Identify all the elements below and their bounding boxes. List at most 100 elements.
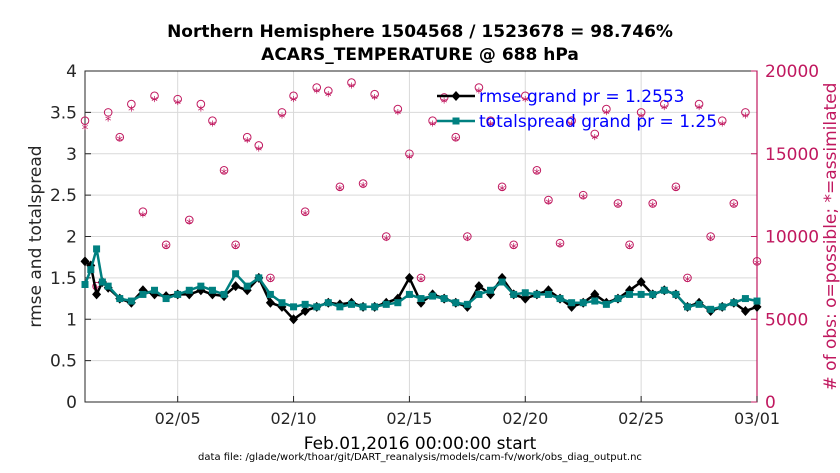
obs-possible-marker	[347, 78, 356, 87]
obs-assimilated-marker: *	[684, 275, 691, 290]
obs-possible-marker	[683, 273, 692, 283]
totalspread-marker	[533, 290, 541, 298]
totalspread-marker	[174, 290, 182, 298]
totalspread-marker	[336, 303, 344, 311]
obs-possible-marker	[428, 116, 437, 125]
totalspread-marker	[301, 300, 309, 308]
obs-possible-marker	[289, 91, 298, 101]
obs-possible-marker	[335, 182, 345, 192]
totalspread-marker	[695, 300, 703, 308]
totalspread-marker	[185, 286, 193, 294]
x-tick-label-3: 02/20	[502, 409, 548, 428]
obs-assimilated-marker: *	[626, 242, 633, 257]
obs-possible-marker	[648, 199, 658, 208]
obs-possible-marker	[474, 83, 484, 92]
obs-possible-marker	[358, 179, 368, 188]
totalspread-marker	[208, 286, 216, 294]
totalspread-marker	[347, 300, 355, 308]
obs-possible-marker	[115, 132, 125, 142]
obs-possible-marker	[393, 104, 403, 114]
obs-possible-marker	[497, 182, 507, 192]
totalspread-marker	[521, 289, 529, 297]
obs-possible-marker	[520, 91, 530, 101]
obs-possible-marker	[636, 108, 646, 117]
x-tick-label-1: 02/10	[270, 409, 316, 428]
obs-assimilated-marker: *	[360, 181, 367, 196]
obs-possible-marker	[103, 108, 113, 117]
obs-possible-marker	[532, 166, 542, 175]
obs-assimilated-marker: *	[395, 108, 402, 123]
totalspread-marker	[255, 274, 263, 282]
rmse-marker	[92, 289, 102, 300]
obs-possible-marker	[370, 89, 379, 99]
obs-assimilated-marker: *	[731, 201, 738, 216]
obs-possible-marker	[381, 232, 391, 241]
obs-possible-marker	[463, 232, 472, 241]
obs-assimilated-marker: *	[441, 96, 448, 111]
y2-axis-label: # of obs: o=possible; *=assimilated	[821, 83, 840, 391]
obs-possible-marker	[219, 166, 229, 175]
y2-tick-label-2: 10000	[765, 228, 819, 248]
totalspread-marker	[290, 303, 298, 311]
x-tick-label-0: 02/05	[155, 409, 201, 428]
legend-totalspread-swatch-marker	[452, 117, 460, 125]
totalspread-marker	[116, 295, 124, 303]
totalspread-marker	[741, 295, 749, 303]
totalspread-marker	[730, 299, 738, 307]
totalspread-marker	[637, 290, 645, 298]
obs-assimilated-marker: *	[673, 184, 680, 199]
obs-assimilated-marker: *	[418, 275, 425, 290]
totalspread-marker	[614, 295, 622, 303]
totalspread-marker	[753, 297, 761, 305]
obs-possible-marker	[729, 199, 739, 208]
rmse-marker	[740, 305, 750, 316]
obs-possible-marker	[660, 99, 669, 109]
totalspread-marker	[104, 282, 112, 290]
obs-assimilated-marker: *	[337, 184, 344, 199]
obs-assimilated-marker: *	[453, 135, 460, 150]
obs-possible-marker	[184, 215, 194, 225]
totalspread-marker	[429, 292, 437, 300]
obs-assimilated-marker: *	[568, 120, 575, 135]
y-tick-label-3: 1.5	[50, 269, 77, 289]
obs-assimilated-marker: *	[128, 105, 135, 120]
obs-possible-marker	[694, 99, 704, 109]
obs-assimilated-marker: *	[592, 133, 599, 148]
y-tick-label-7: 3.5	[50, 103, 77, 123]
chart-subtitle: ACARS_TEMPERATURE @ 688 hPa	[261, 45, 579, 65]
totalspread-marker	[405, 290, 413, 298]
obs-possible-marker	[254, 141, 264, 150]
obs-assimilated-marker: *	[534, 168, 541, 183]
totalspread-marker	[498, 278, 506, 286]
totalspread-marker	[371, 303, 379, 311]
x-axis-label: Feb.01,2016 00:00:00 start	[303, 434, 537, 454]
obs-assimilated-marker: *	[707, 234, 714, 249]
obs-assimilated-marker: *	[487, 120, 494, 135]
obs-assimilated-marker: *	[117, 135, 124, 150]
obs-possible-marker	[590, 129, 600, 139]
totalspread-marker	[475, 290, 483, 298]
rmse-marker	[289, 314, 299, 325]
rmse-marker	[300, 305, 310, 316]
obs-possible-marker	[277, 108, 287, 117]
obs-possible-marker	[231, 240, 240, 250]
totalspread-marker	[162, 295, 170, 303]
obs-assimilated-marker: *	[325, 90, 332, 105]
obs-assimilated-marker: *	[429, 120, 436, 135]
obs-possible-marker	[416, 273, 426, 283]
totalspread-marker	[452, 299, 460, 307]
obs-assimilated-marker: *	[522, 95, 529, 110]
obs-assimilated-marker: *	[649, 201, 656, 216]
totalspread-marker	[510, 290, 518, 298]
obs-possible-marker	[439, 93, 449, 102]
obs-possible-marker	[625, 240, 634, 250]
obs-assimilated-marker: *	[105, 115, 112, 130]
obs-possible-marker	[80, 116, 90, 125]
obs-assimilated-marker: *	[198, 105, 205, 120]
obs-possible-marker	[741, 108, 750, 117]
totalspread-marker	[463, 300, 471, 308]
obs-assimilated-marker: *	[499, 184, 506, 199]
y2-tick-label-0: 0	[765, 393, 776, 413]
obs-assimilated-marker: *	[174, 98, 181, 113]
totalspread-marker	[417, 295, 425, 303]
